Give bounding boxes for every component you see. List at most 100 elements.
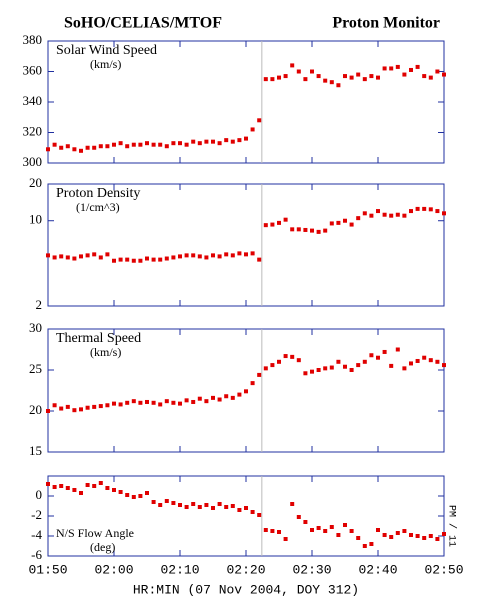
- data-point: [277, 75, 281, 80]
- data-point: [171, 400, 176, 405]
- data-point: [415, 206, 420, 211]
- data-point: [376, 528, 380, 532]
- data-point: [244, 136, 248, 141]
- data-point: [422, 355, 427, 360]
- data-point: [118, 402, 123, 407]
- data-point: [389, 213, 394, 218]
- data-point: [191, 253, 196, 258]
- data-point: [263, 223, 268, 228]
- data-point: [336, 220, 341, 225]
- data-point: [316, 368, 321, 372]
- data-point: [303, 371, 308, 376]
- data-point: [389, 535, 394, 539]
- data-point: [85, 253, 90, 258]
- data-point: [442, 211, 446, 216]
- data-point: [409, 67, 413, 72]
- data-point: [217, 397, 222, 402]
- data-point: [270, 222, 275, 227]
- data-point: [237, 138, 242, 143]
- y-tick-label: 0: [36, 487, 43, 502]
- data-point: [171, 501, 176, 505]
- data-point: [343, 218, 347, 223]
- data-point: [125, 144, 130, 149]
- data-point: [125, 400, 130, 405]
- data-point: [164, 144, 169, 149]
- data-point: [158, 402, 163, 407]
- data-point: [244, 252, 248, 257]
- data-point: [283, 217, 288, 222]
- data-point: [310, 69, 314, 74]
- data-point: [118, 490, 123, 494]
- y-tick-label: 20: [29, 402, 42, 417]
- data-point: [85, 483, 90, 487]
- data-point: [197, 254, 202, 259]
- data-point: [98, 404, 103, 409]
- data-point: [369, 213, 374, 218]
- data-point: [224, 505, 229, 509]
- data-point: [244, 389, 248, 394]
- panel-units: (km/s): [90, 57, 121, 71]
- data-point: [362, 359, 367, 364]
- data-point: [164, 499, 169, 503]
- data-point: [191, 502, 196, 506]
- data-point: [151, 142, 156, 147]
- data-point: [138, 400, 143, 405]
- header-left: SoHO/CELIAS/MTOF: [64, 15, 222, 32]
- data-point: [151, 500, 156, 504]
- data-point: [204, 503, 209, 507]
- y-tick-label: 25: [29, 361, 42, 376]
- data-point: [72, 147, 77, 152]
- data-point: [224, 138, 229, 143]
- data-point: [356, 363, 361, 368]
- data-point: [257, 513, 262, 517]
- y-tick-label: 20: [29, 175, 42, 190]
- data-point: [217, 141, 222, 146]
- data-point: [369, 74, 374, 79]
- data-point: [46, 253, 50, 258]
- data-point: [204, 399, 209, 404]
- data-point: [422, 536, 427, 540]
- data-point: [125, 493, 130, 497]
- data-point: [85, 405, 90, 410]
- data-point: [59, 406, 64, 411]
- data-point: [237, 508, 242, 512]
- data-point: [224, 252, 229, 257]
- data-point: [158, 257, 163, 262]
- data-point: [395, 212, 400, 217]
- y-tick-label: 15: [29, 443, 42, 458]
- data-point: [376, 355, 380, 360]
- data-point: [230, 504, 235, 508]
- data-point: [59, 254, 64, 259]
- data-point: [362, 544, 367, 548]
- data-point: [343, 523, 347, 527]
- data-point: [112, 401, 116, 406]
- data-point: [178, 141, 182, 146]
- data-point: [329, 221, 334, 226]
- data-point: [277, 220, 281, 225]
- data-point: [171, 255, 176, 260]
- data-point: [270, 529, 275, 533]
- data-point: [72, 256, 77, 261]
- panel-title: Proton Density: [56, 186, 140, 201]
- data-point: [79, 254, 83, 259]
- data-point: [178, 503, 182, 507]
- data-point: [382, 212, 387, 217]
- y-tick-label: 10: [29, 212, 42, 227]
- data-point: [257, 118, 262, 123]
- data-point: [237, 251, 242, 256]
- data-point: [52, 485, 57, 489]
- data-point: [105, 486, 110, 490]
- data-point: [303, 227, 308, 232]
- data-point: [316, 526, 321, 530]
- panel-title: N/S Flow Angle: [56, 526, 134, 540]
- data-point: [422, 206, 427, 211]
- data-point: [211, 139, 215, 144]
- data-point: [145, 399, 149, 404]
- data-point: [395, 64, 400, 69]
- data-point: [112, 488, 116, 492]
- x-tick-label: 02:40: [358, 562, 397, 577]
- data-point: [52, 142, 57, 147]
- data-point: [197, 396, 202, 401]
- data-point: [98, 481, 103, 485]
- data-point: [409, 209, 413, 214]
